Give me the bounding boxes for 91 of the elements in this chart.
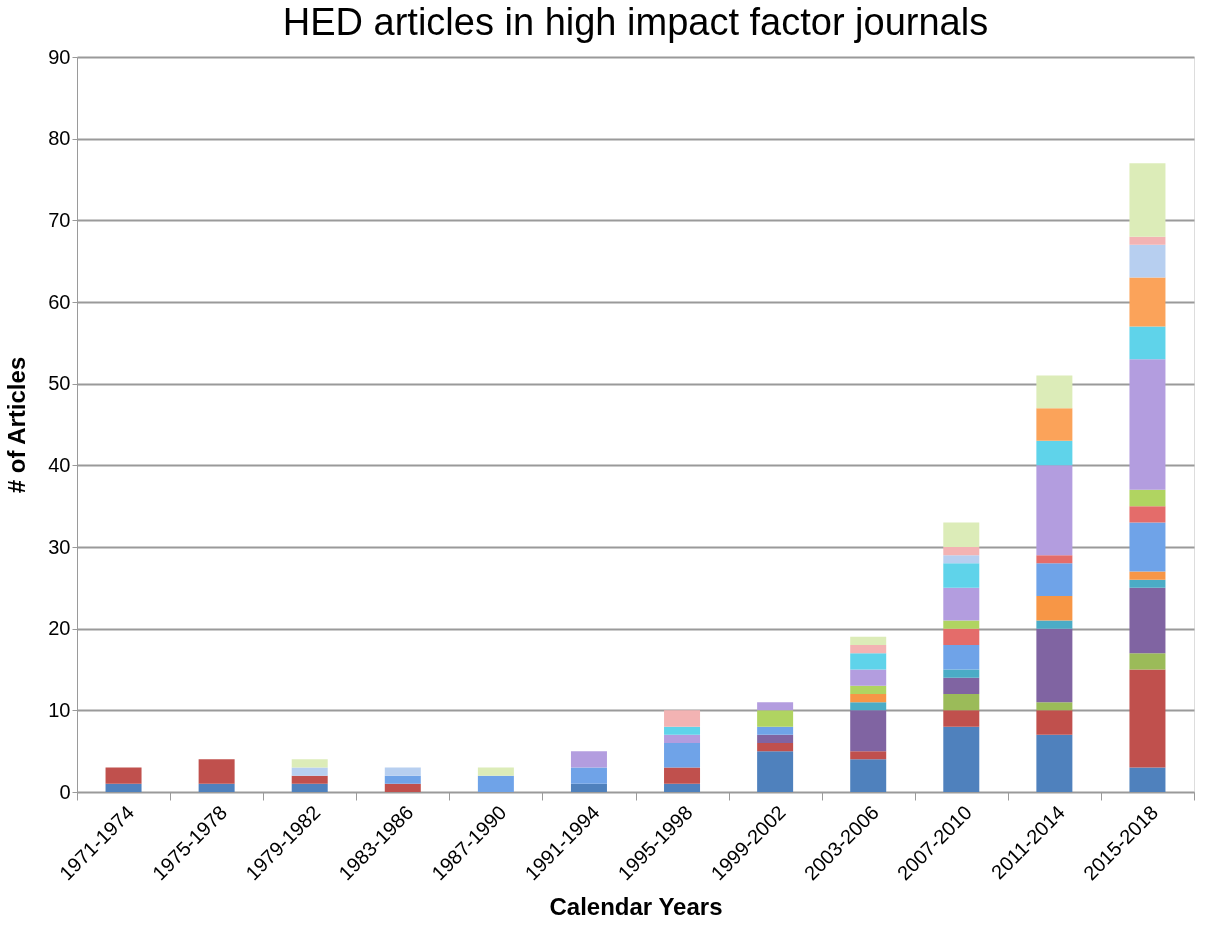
y-tick-label: 20 bbox=[48, 617, 71, 640]
bar bbox=[1036, 710, 1073, 735]
y-tick-label: 30 bbox=[48, 535, 71, 558]
y-tick-label: 80 bbox=[48, 127, 71, 150]
bar bbox=[291, 759, 328, 768]
bar bbox=[850, 636, 887, 645]
bar bbox=[1036, 596, 1073, 621]
bar bbox=[1129, 277, 1166, 327]
bar bbox=[850, 645, 887, 654]
y-tick-label: 90 bbox=[48, 45, 71, 68]
bar bbox=[1036, 440, 1073, 466]
bar bbox=[1129, 163, 1166, 237]
bar bbox=[477, 767, 514, 776]
bar bbox=[1036, 620, 1073, 629]
bar bbox=[943, 669, 980, 678]
bar bbox=[1036, 628, 1073, 703]
bar bbox=[943, 645, 980, 670]
bar bbox=[757, 726, 794, 735]
bar bbox=[291, 767, 328, 776]
bar bbox=[384, 783, 421, 792]
bar bbox=[943, 710, 980, 727]
bar bbox=[1036, 555, 1073, 564]
bar bbox=[1129, 236, 1166, 245]
y-tick-label: 70 bbox=[48, 208, 71, 231]
bar bbox=[664, 783, 701, 792]
bar bbox=[1129, 767, 1166, 792]
bar bbox=[664, 767, 701, 784]
bar bbox=[198, 759, 235, 784]
bar bbox=[850, 710, 887, 752]
bar bbox=[943, 522, 980, 547]
bar bbox=[1129, 579, 1166, 588]
y-axis-title: # of Articles bbox=[3, 356, 31, 494]
y-tick-label: 0 bbox=[59, 780, 71, 803]
bar bbox=[1129, 326, 1166, 360]
bar bbox=[664, 734, 701, 743]
bar bbox=[291, 783, 328, 792]
bar bbox=[850, 751, 887, 760]
bar bbox=[1129, 653, 1166, 670]
bar bbox=[943, 587, 980, 621]
bar bbox=[1036, 702, 1073, 711]
bar bbox=[757, 743, 794, 752]
y-tick-label: 40 bbox=[48, 453, 71, 476]
bar bbox=[105, 767, 142, 784]
bar bbox=[943, 694, 980, 711]
y-tick-label: 10 bbox=[48, 698, 71, 721]
bar bbox=[1129, 587, 1166, 654]
bar bbox=[384, 767, 421, 776]
bar bbox=[570, 767, 607, 784]
bar bbox=[943, 677, 980, 694]
bar bbox=[943, 555, 980, 564]
bar bbox=[943, 547, 980, 556]
bar bbox=[1036, 563, 1073, 596]
bar bbox=[291, 775, 328, 784]
bar bbox=[1129, 522, 1166, 572]
bar bbox=[1129, 359, 1166, 490]
bar bbox=[1129, 244, 1166, 278]
chart-title: HED articles in high impact factor journals bbox=[282, 1, 989, 43]
y-tick-label: 50 bbox=[48, 372, 71, 395]
bar bbox=[664, 743, 701, 768]
bar bbox=[850, 685, 887, 694]
bar bbox=[757, 710, 794, 727]
bar bbox=[664, 710, 701, 727]
bar bbox=[1036, 408, 1073, 441]
bar bbox=[850, 669, 887, 686]
bar bbox=[384, 775, 421, 784]
bar bbox=[570, 783, 607, 792]
bar bbox=[943, 628, 980, 645]
bar bbox=[943, 563, 980, 588]
bar bbox=[570, 751, 607, 768]
bar bbox=[1129, 669, 1166, 768]
bar bbox=[477, 775, 514, 792]
bar bbox=[757, 734, 794, 743]
bar bbox=[850, 653, 887, 670]
y-tick-label: 60 bbox=[48, 290, 71, 313]
bar bbox=[1129, 489, 1166, 507]
bar bbox=[1129, 506, 1166, 523]
bar bbox=[850, 759, 887, 792]
bar bbox=[850, 694, 887, 703]
bar bbox=[943, 620, 980, 629]
bar bbox=[1036, 734, 1073, 792]
x-axis-title: Calendar Years bbox=[549, 893, 723, 921]
bar bbox=[198, 783, 235, 792]
bar bbox=[664, 726, 701, 735]
bar bbox=[1036, 375, 1073, 409]
bar bbox=[757, 702, 794, 711]
bar bbox=[757, 751, 794, 792]
bar bbox=[105, 783, 142, 792]
bar bbox=[943, 726, 980, 792]
bar bbox=[850, 702, 887, 711]
bar bbox=[1129, 571, 1166, 580]
bar bbox=[1036, 465, 1073, 556]
